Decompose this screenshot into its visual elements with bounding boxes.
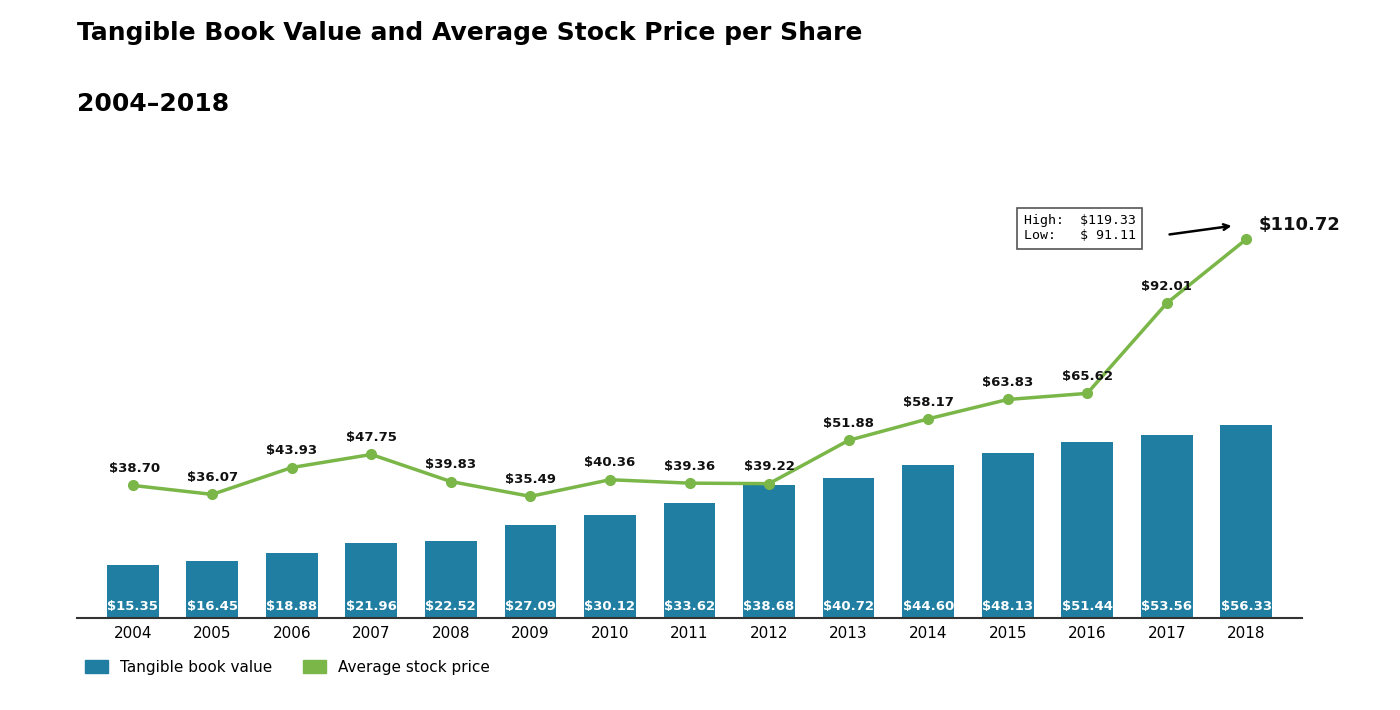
Text: $22.52: $22.52 bbox=[426, 599, 476, 613]
Bar bbox=[1221, 425, 1273, 618]
Text: $40.72: $40.72 bbox=[823, 599, 874, 613]
Text: $51.44: $51.44 bbox=[1061, 599, 1113, 613]
Text: $39.83: $39.83 bbox=[426, 458, 476, 471]
Text: $16.45: $16.45 bbox=[186, 599, 238, 613]
Text: $92.01: $92.01 bbox=[1141, 280, 1193, 293]
Text: $40.36: $40.36 bbox=[584, 457, 636, 469]
Bar bbox=[1141, 435, 1193, 618]
Text: $48.13: $48.13 bbox=[983, 599, 1033, 613]
Text: $21.96: $21.96 bbox=[346, 599, 396, 613]
Bar bbox=[106, 565, 158, 618]
Text: $63.83: $63.83 bbox=[981, 376, 1033, 389]
Text: $30.12: $30.12 bbox=[584, 599, 636, 613]
Text: $38.68: $38.68 bbox=[743, 599, 795, 613]
Text: $39.36: $39.36 bbox=[664, 460, 715, 473]
Text: Tangible Book Value and Average Stock Price per Share: Tangible Book Value and Average Stock Pr… bbox=[77, 21, 862, 45]
Text: $65.62: $65.62 bbox=[1061, 370, 1113, 383]
Bar bbox=[504, 525, 556, 618]
Text: $15.35: $15.35 bbox=[108, 599, 158, 613]
Bar bbox=[346, 542, 398, 618]
Bar bbox=[823, 479, 875, 618]
Text: $38.70: $38.70 bbox=[109, 462, 160, 475]
Text: $43.93: $43.93 bbox=[266, 444, 318, 457]
Bar bbox=[584, 515, 636, 618]
Bar bbox=[743, 486, 795, 618]
Bar bbox=[1061, 442, 1113, 618]
Text: $58.17: $58.17 bbox=[903, 395, 953, 408]
Text: $56.33: $56.33 bbox=[1221, 599, 1271, 613]
Text: $51.88: $51.88 bbox=[823, 417, 874, 430]
Bar bbox=[266, 553, 318, 618]
Bar bbox=[664, 503, 715, 618]
Text: $53.56: $53.56 bbox=[1141, 599, 1193, 613]
Text: $35.49: $35.49 bbox=[505, 473, 556, 486]
Text: $36.07: $36.07 bbox=[186, 471, 238, 484]
Bar bbox=[902, 465, 953, 618]
Text: High:  $119.33
Low:   $ 91.11: High: $119.33 Low: $ 91.11 bbox=[1023, 214, 1135, 242]
Text: $39.22: $39.22 bbox=[743, 460, 794, 474]
Text: 2004–2018: 2004–2018 bbox=[77, 92, 230, 116]
Text: $47.75: $47.75 bbox=[346, 431, 396, 444]
Bar bbox=[186, 562, 238, 618]
Bar bbox=[981, 453, 1033, 618]
Legend: Tangible book value, Average stock price: Tangible book value, Average stock price bbox=[84, 660, 490, 674]
Text: $33.62: $33.62 bbox=[664, 599, 715, 613]
Text: $18.88: $18.88 bbox=[266, 599, 318, 613]
Bar bbox=[426, 541, 477, 618]
Text: $110.72: $110.72 bbox=[1259, 216, 1340, 234]
Text: $44.60: $44.60 bbox=[903, 599, 953, 613]
Text: $27.09: $27.09 bbox=[505, 599, 556, 613]
